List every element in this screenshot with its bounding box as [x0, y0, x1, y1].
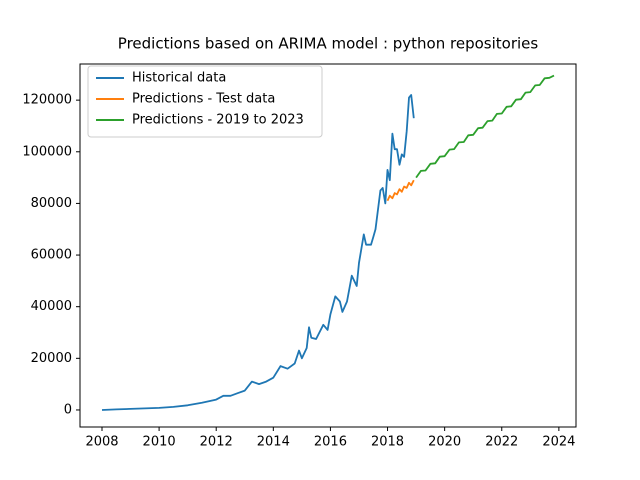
x-tick-label: 2010 — [143, 435, 176, 450]
y-tick-label: 120000 — [22, 93, 72, 108]
x-tick-label: 2016 — [314, 435, 347, 450]
x-tick-label: 2020 — [428, 435, 461, 450]
y-tick-label: 80000 — [31, 196, 72, 211]
series-line — [101, 94, 415, 411]
series-line — [386, 179, 415, 202]
legend-frame — [87, 65, 323, 138]
y-tick-label: 40000 — [31, 299, 72, 314]
y-tick-label: 0 — [64, 402, 72, 417]
plot-frame — [79, 63, 577, 428]
chart-title: Predictions based on ARIMA model : pytho… — [118, 35, 539, 53]
y-tick-label: 60000 — [31, 248, 72, 263]
x-tick-label: 2024 — [542, 435, 575, 450]
series-line — [415, 74, 555, 179]
x-tick-label: 2014 — [257, 435, 290, 450]
legend-label: Historical data — [132, 71, 226, 86]
y-tick-label: 20000 — [31, 351, 72, 366]
x-tick-label: 2012 — [200, 435, 233, 450]
legend-label: Predictions - 2019 to 2023 — [132, 113, 304, 128]
legend-label: Predictions - Test data — [132, 92, 275, 107]
x-tick-label: 2018 — [371, 435, 404, 450]
x-tick-label: 2022 — [485, 435, 518, 450]
y-tick-label: 100000 — [22, 144, 72, 159]
x-tick-label: 2008 — [85, 435, 118, 450]
